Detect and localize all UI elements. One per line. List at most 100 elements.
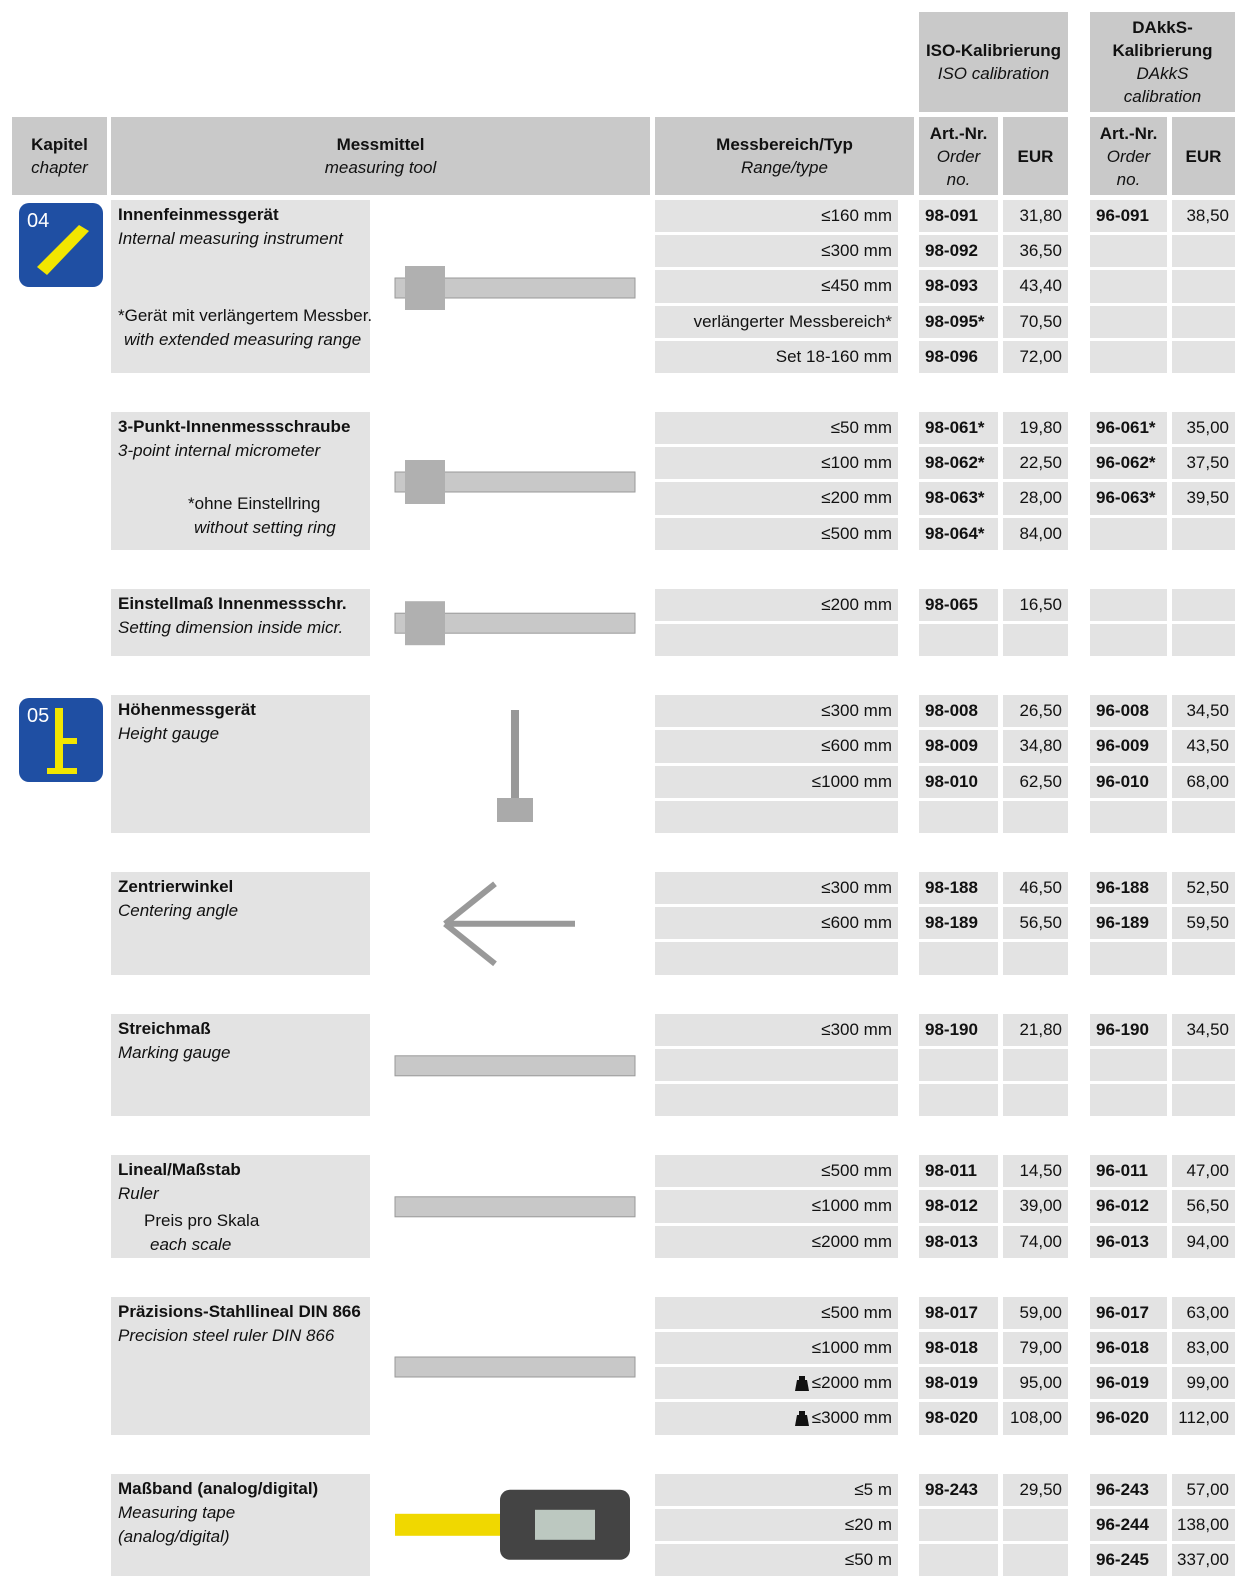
range-cell: ≤2000 mm bbox=[655, 1225, 898, 1258]
tool-name-en: 3-point internal micrometer bbox=[118, 441, 321, 460]
range-cell bbox=[655, 1048, 898, 1081]
dakks-order-no-cell: 96-010 bbox=[1090, 765, 1167, 798]
iso-order-no-cell: 98-011 bbox=[919, 1155, 998, 1188]
col-iso-eur: EUR bbox=[1003, 117, 1068, 195]
dakks-eur: 63,00 bbox=[1186, 1302, 1229, 1322]
dakks-eur-cell: 56,50 bbox=[1172, 1190, 1235, 1223]
iso-eur-cell: 108,00 bbox=[1003, 1402, 1068, 1435]
range: Set 18-160 mm bbox=[775, 346, 892, 366]
dakks-eur: 37,50 bbox=[1186, 453, 1229, 473]
iso-eur-cell bbox=[1003, 942, 1068, 975]
dakks-eur-cell bbox=[1172, 800, 1235, 833]
tool-name-en: Setting dimension inside micr. bbox=[118, 617, 344, 637]
dakks-order-no: 96-189 bbox=[1096, 913, 1149, 933]
tool-box bbox=[111, 1296, 370, 1435]
col-en: Order no. bbox=[936, 146, 981, 189]
tool-name: Innenfeinmessgerät bbox=[118, 205, 279, 224]
dakks-eur-cell bbox=[1172, 305, 1235, 338]
iso-eur: 46,50 bbox=[1019, 878, 1062, 898]
dakks-order-no: 96-245 bbox=[1096, 1550, 1149, 1570]
tool-box bbox=[111, 1013, 370, 1117]
range: ≤1000 mm bbox=[811, 1338, 892, 1358]
iso-eur-cell: 72,00 bbox=[1003, 340, 1068, 373]
dakks-eur: 52,50 bbox=[1186, 878, 1229, 898]
dakks-order-no-cell: 96-020 bbox=[1090, 1402, 1167, 1435]
dakks-order-no-cell: 96-017 bbox=[1090, 1296, 1167, 1329]
dakks-eur-cell bbox=[1172, 1084, 1235, 1117]
iso-order-no: 98-009 bbox=[925, 736, 978, 756]
iso-eur-cell bbox=[1003, 1084, 1068, 1117]
dakks-order-no: 96-011 bbox=[1096, 1161, 1148, 1181]
iso-eur-cell bbox=[1003, 1508, 1068, 1541]
range-cell: ≤1000 mm bbox=[655, 1332, 898, 1365]
col-de: Messmittel bbox=[336, 135, 425, 154]
range: ≤160 mm bbox=[821, 206, 892, 226]
dakks-eur-cell: 38,50 bbox=[1172, 200, 1235, 233]
dakks-order-no-cell: 96-011 bbox=[1090, 1155, 1167, 1188]
dakks-eur-cell bbox=[1172, 942, 1235, 975]
tool-image bbox=[394, 1356, 636, 1378]
dakks-order-no: 96-009 bbox=[1096, 736, 1149, 756]
dakks-order-no-cell: 96-091 bbox=[1090, 200, 1167, 233]
range-cell: ≤200 mm bbox=[655, 588, 898, 621]
iso-eur: 72,00 bbox=[1019, 346, 1062, 366]
iso-eur-cell: 79,00 bbox=[1003, 1332, 1068, 1365]
dakks-order-no-cell: 96-013 bbox=[1090, 1225, 1167, 1258]
range-cell: ≤500 mm bbox=[655, 1155, 898, 1188]
dakks-eur-cell: 39,50 bbox=[1172, 482, 1235, 515]
chapter-icon: 05 bbox=[19, 698, 103, 783]
iso-eur: 36,50 bbox=[1019, 241, 1062, 261]
iso-order-no-cell: 98-017 bbox=[919, 1296, 998, 1329]
dakks-eur: 94,00 bbox=[1186, 1231, 1229, 1251]
iso-eur-cell: 28,00 bbox=[1003, 482, 1068, 515]
range: ≤2000 mm bbox=[811, 1373, 892, 1393]
dakks-order-no: 96-018 bbox=[1096, 1338, 1149, 1358]
dakks-order-no: 96-020 bbox=[1096, 1408, 1149, 1428]
iso-eur-cell: 34,80 bbox=[1003, 730, 1068, 763]
dakks-eur-cell: 83,00 bbox=[1172, 1332, 1235, 1365]
tool-box bbox=[111, 1155, 370, 1258]
iso-order-no: 98-061* bbox=[925, 418, 985, 438]
dakks-order-no-cell: 96-063* bbox=[1090, 482, 1167, 515]
range: ≤3000 mm bbox=[811, 1408, 892, 1428]
dakks-eur: 38,50 bbox=[1186, 206, 1229, 226]
iso-eur: 29,50 bbox=[1019, 1479, 1062, 1499]
dakks-order-no-cell bbox=[1090, 1048, 1167, 1081]
col-en: Order no. bbox=[1106, 146, 1151, 189]
dakks-order-no: 96-244 bbox=[1096, 1514, 1149, 1534]
col-en: chapter bbox=[31, 158, 88, 177]
iso-order-no-cell bbox=[919, 1508, 998, 1541]
iso-order-no: 98-020 bbox=[925, 1408, 978, 1428]
dakks-order-no-cell: 96-243 bbox=[1090, 1473, 1167, 1506]
tool-name: Streichmaß bbox=[118, 1018, 211, 1038]
col-de: Art.-Nr. bbox=[1099, 123, 1158, 143]
dakks-subtitle: DAkkS calibration bbox=[1123, 64, 1202, 106]
iso-order-no: 98-019 bbox=[925, 1373, 978, 1393]
dakks-order-no: 96-063* bbox=[1096, 488, 1156, 508]
range-cell: ≤500 mm bbox=[655, 517, 898, 550]
dakks-eur-cell bbox=[1172, 340, 1235, 373]
tool-image bbox=[394, 1196, 636, 1218]
range-cell: ≤2000 mm bbox=[655, 1367, 898, 1400]
col-eur: EUR bbox=[1017, 146, 1054, 166]
iso-eur: 21,80 bbox=[1019, 1019, 1062, 1039]
dakks-order-no: 96-012 bbox=[1096, 1196, 1149, 1216]
dakks-order-no-cell bbox=[1090, 942, 1167, 975]
iso-eur-cell: 84,00 bbox=[1003, 517, 1068, 550]
range-cell: verlängerter Messbereich* bbox=[655, 305, 898, 338]
dakks-order-no-cell: 96-009 bbox=[1090, 730, 1167, 763]
iso-eur: 74,00 bbox=[1019, 1231, 1062, 1251]
tool-name: Lineal/Maßstab bbox=[118, 1160, 241, 1180]
range: ≤1000 mm bbox=[811, 1196, 892, 1216]
dakks-eur-cell: 138,00 bbox=[1172, 1508, 1235, 1541]
tool-name-en: Ruler bbox=[118, 1184, 159, 1204]
iso-order-no-cell: 98-009 bbox=[919, 730, 998, 763]
dakks-eur-cell: 35,00 bbox=[1172, 412, 1235, 445]
dakks-eur-cell: 112,00 bbox=[1172, 1402, 1235, 1435]
iso-order-no-cell bbox=[919, 1544, 998, 1577]
range: ≤50 m bbox=[844, 1550, 892, 1570]
iso-order-no-cell: 98-019 bbox=[919, 1367, 998, 1400]
iso-order-no-cell: 98-190 bbox=[919, 1013, 998, 1046]
iso-order-no-cell: 98-020 bbox=[919, 1402, 998, 1435]
